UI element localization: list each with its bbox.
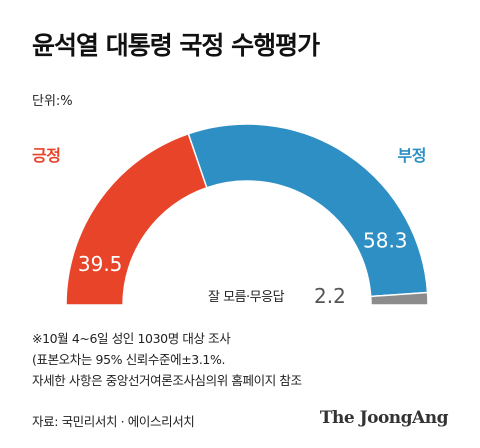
survey-notes: ※10월 4~6일 성인 1030명 대상 조사 (표본오차는 95% 신뢰수준… <box>32 328 302 391</box>
value-label-neutral: 2.2 <box>314 284 346 308</box>
note-line: ※10월 4~6일 성인 1030명 대상 조사 <box>32 331 231 346</box>
slice-negative <box>187 123 429 298</box>
brand-logo: The JoongAng <box>319 408 449 428</box>
legend-negative: 부정 <box>397 146 427 165</box>
value-label-negative: 58.3 <box>363 229 408 253</box>
note-line: (표본오차는 95% 신뢰수준에±3.1%. <box>32 352 226 367</box>
slice-positive <box>65 132 208 306</box>
note-line: 자세한 사항은 중앙선거여론조사심의위 홈페이지 참조 <box>32 373 302 388</box>
value-label-positive: 39.5 <box>78 252 123 276</box>
slice-neutral <box>369 291 429 306</box>
legend-neutral: 잘 모름·무응답 <box>208 290 285 305</box>
source-credit: 자료: 국민리서치 · 에이스리서치 <box>32 414 195 429</box>
chart-title: 윤석열 대통령 국정 수행평가 <box>32 31 320 60</box>
unit-label: 단위:% <box>32 94 73 109</box>
legend-positive: 긍정 <box>32 146 61 165</box>
